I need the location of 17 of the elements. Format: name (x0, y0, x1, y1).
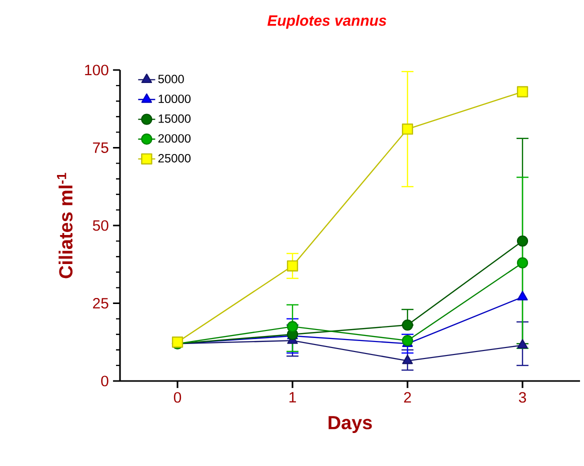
chart-title: Euplotes vannus (267, 14, 386, 29)
y-tick-label: 75 (93, 142, 108, 153)
x-tick-label: 2 (404, 392, 411, 403)
legend-label: 10000 (158, 94, 191, 104)
y-tick-label: 100 (85, 64, 108, 76)
legend-label: 20000 (158, 134, 191, 143)
x-tick-label: 3 (518, 392, 526, 403)
y-tick-label: 50 (92, 220, 108, 231)
y-tick-label: 0 (101, 376, 108, 386)
y-tick-label: 25 (93, 298, 108, 309)
legend-label: 25000 (158, 154, 191, 162)
x-axis-title: Days (328, 416, 372, 434)
legend-label: 15000 (158, 114, 191, 123)
x-tick-label: 1 (289, 392, 296, 402)
y-axis-title: Ciliates ml$^{-1}$ (57, 172, 73, 278)
x-tick-label: 0 (174, 392, 182, 403)
legend-label: 5000 (158, 74, 184, 84)
